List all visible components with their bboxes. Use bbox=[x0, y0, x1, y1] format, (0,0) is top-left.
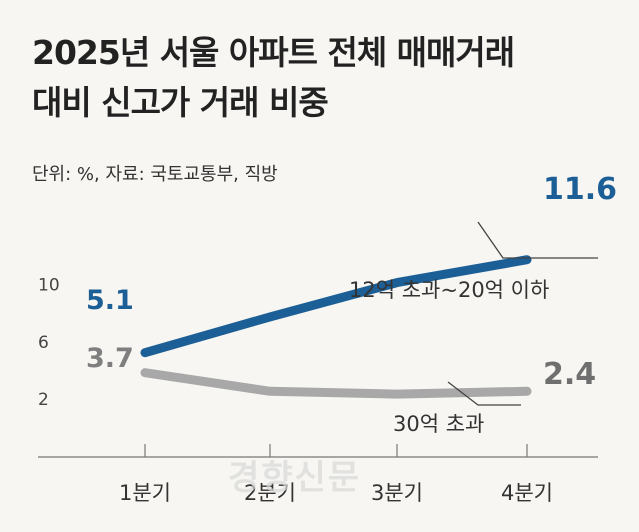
x-tick-label: 4분기 bbox=[501, 481, 553, 505]
series-label: 12억 초과~20억 이하 bbox=[349, 278, 549, 302]
series-label: 30억 초과 bbox=[393, 412, 484, 436]
series-line-1 bbox=[140, 255, 532, 358]
publisher-watermark: 경향신문 bbox=[228, 458, 362, 498]
data-label: 3.7 bbox=[86, 343, 134, 374]
unit-source-note: 단위: %, 자료: 국토교통부, 직방 bbox=[32, 164, 278, 185]
series-1-leader-line bbox=[477, 221, 598, 259]
x-tick-label: 1분기 bbox=[119, 481, 171, 505]
x-tick-label: 3분기 bbox=[371, 481, 423, 505]
y-tick-label: 2 bbox=[38, 390, 49, 410]
y-tick-label: 6 bbox=[38, 333, 49, 353]
data-label: 5.1 bbox=[86, 285, 134, 316]
chart-title: 2025년 서울 아파트 전체 매매거래 대비 신고가 거래 비중 bbox=[32, 28, 515, 128]
y-tick-label: 10 bbox=[38, 276, 60, 296]
data-label: 11.6 bbox=[543, 172, 617, 207]
x-tick-label: 2분기 bbox=[244, 481, 296, 505]
series-line-2 bbox=[140, 368, 532, 399]
chart-title-line-1: 2025년 서울 아파트 전체 매매거래 bbox=[32, 33, 515, 72]
series-2-leader-line bbox=[447, 381, 521, 406]
chart-title-line-2: 대비 신고가 거래 비중 bbox=[32, 83, 329, 122]
data-label: 2.4 bbox=[543, 357, 596, 392]
